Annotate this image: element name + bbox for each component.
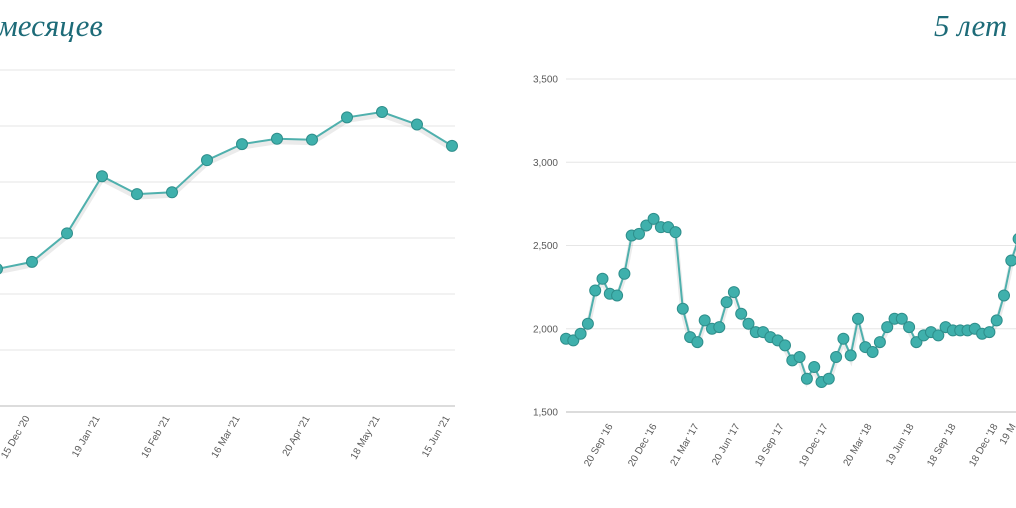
x-tick-label: 20 Sep '16 [582,422,615,469]
data-point [691,336,704,349]
data-point [720,296,733,309]
data-point [236,138,248,151]
data-point [727,286,740,299]
data-point [647,212,660,225]
x-tick-label: 19 M [998,422,1016,447]
data-point [844,349,857,362]
data-point [341,111,353,124]
data-point [411,118,423,131]
data-point [932,329,945,342]
data-point [1005,254,1016,267]
data-point [1012,233,1016,245]
data-point [446,139,458,152]
data-point [735,307,748,320]
data-point [596,272,609,285]
x-tick-label: 19 Sep '17 [753,422,786,469]
data-point [0,263,3,275]
x-tick-label: 20 Jun '17 [710,422,743,468]
data-point [61,227,73,240]
y-tick-label: 3,500 [533,75,558,86]
x-tick-label: 18 Dec '18 [967,422,1000,469]
data-point [837,332,850,345]
x-tick-label: 19 Jun '18 [884,422,917,468]
data-point [618,267,631,280]
x-tick-label: 21 Mar '17 [669,422,702,469]
data-point [800,372,813,385]
data-point [698,314,711,327]
data-point [822,372,835,385]
x-tick-label: 19 Dec '17 [797,422,830,469]
chart-right-title: 5 лет [934,8,1008,43]
data-point [581,317,594,330]
data-point [669,226,682,239]
chart-left-title: месяцев [0,8,103,43]
data-point [131,188,143,201]
data-point [376,106,388,118]
data-point [166,186,178,199]
data-point [611,289,624,302]
chart-left: 15 Dec '20 19 Jan '21 16 Feb '21 16 Mar '21… [0,69,458,462]
data-point [990,314,1003,327]
data-point [633,227,645,240]
data-point [96,170,108,183]
x-tick-label: 20 Mar '18 [842,422,875,469]
data-point [983,326,996,339]
y-tick-label: 1,500 [533,408,558,419]
data-point [271,132,283,145]
series-shadow [0,112,454,274]
data-point [713,321,726,334]
y-tick-label: 3,000 [533,158,558,169]
data-point [852,312,864,325]
data-point [201,154,213,167]
y-tick-label: 2,000 [533,324,558,335]
data-point [306,133,318,146]
data-point [881,321,894,334]
data-point [793,351,806,364]
data-point [873,336,886,349]
x-tick-label: 20 Dec '16 [626,422,659,469]
data-point [676,302,689,315]
data-point [830,351,843,364]
data-point [742,317,755,330]
data-point [574,327,587,340]
x-tick-label: 18 Sep '18 [925,422,958,469]
y-tick-label: 2,500 [533,241,558,252]
data-point [895,312,908,325]
data-point [866,346,879,359]
data-point [779,339,791,352]
data-point [998,289,1010,302]
data-point [808,361,821,374]
data-point [903,321,916,334]
data-point [589,284,602,297]
data-point [26,255,38,268]
